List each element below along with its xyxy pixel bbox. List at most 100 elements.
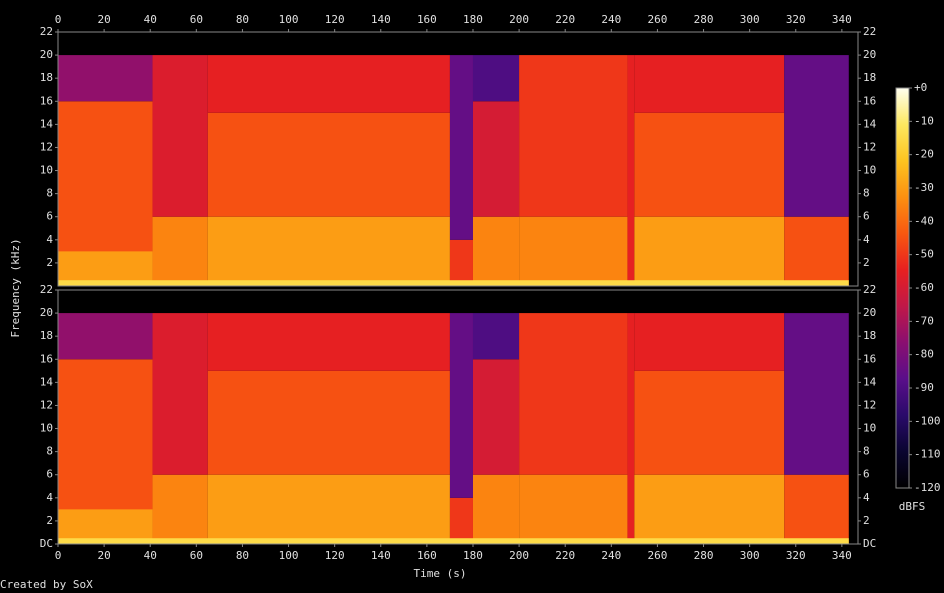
y-tick-label-right: 16 (863, 94, 876, 107)
y-tick-label: 14 (40, 117, 54, 130)
x-tick-label: 0 (55, 549, 62, 562)
y-tick-label-right: 2 (863, 514, 870, 527)
x-tick-label-top: 300 (740, 13, 760, 26)
spectrogram-cell (472, 55, 520, 102)
spectrogram-cell (449, 497, 473, 544)
spectrogram-cell (472, 359, 520, 475)
colorbar-tick-label: -120 (914, 481, 941, 494)
colorbar-tick-label: -30 (914, 181, 934, 194)
x-tick-label: 340 (832, 549, 852, 562)
y-tick-label-right: 22 (863, 25, 876, 38)
spectrogram-cell (449, 55, 473, 240)
y-tick-label: 20 (40, 306, 53, 319)
x-tick-label: 260 (647, 549, 667, 562)
y-tick-label: 4 (46, 491, 53, 504)
spectrogram-cell (472, 313, 520, 360)
spectrogram-cell (152, 55, 208, 217)
colorbar-tick-label: -20 (914, 148, 934, 161)
y-tick-label: 12 (40, 140, 53, 153)
colorbar-tick-label: -100 (914, 414, 941, 427)
x-tick-label: 120 (325, 549, 345, 562)
spectrogram-cell (207, 370, 450, 475)
x-tick-label: 160 (417, 549, 437, 562)
y-tick-label-right: 18 (863, 71, 876, 84)
spectrogram-cell (519, 474, 628, 544)
y-tick-label: 14 (40, 375, 54, 388)
colorbar-tick-label: -110 (914, 448, 941, 461)
credit: Created by SoX (0, 578, 93, 591)
x-tick-label-top: 340 (832, 13, 852, 26)
spectrogram-cell (58, 280, 849, 286)
y-tick-label-right: 18 (863, 329, 876, 342)
x-tick-label: 280 (694, 549, 714, 562)
colorbar-tick-label: -40 (914, 214, 934, 227)
y-tick-label-right: 14 (863, 117, 877, 130)
y-tick-label: 20 (40, 48, 53, 61)
y-tick-label-right: 4 (863, 491, 870, 504)
y-tick-label-right: 6 (863, 210, 870, 223)
spectrogram-cell (634, 55, 785, 113)
x-tick-label-top: 200 (509, 13, 529, 26)
y-tick-label: 4 (46, 233, 53, 246)
panel-frame (57, 31, 859, 287)
spectrogram-cell (58, 538, 849, 544)
y-tick-label: 2 (46, 514, 53, 527)
x-tick-label-top: 100 (279, 13, 299, 26)
y-tick-label: 10 (40, 164, 53, 177)
x-tick-label: 180 (463, 549, 483, 562)
x-tick-label-top: 220 (555, 13, 575, 26)
x-tick-label: 40 (144, 549, 157, 562)
spectrogram-cell (627, 55, 635, 286)
spectrogram-cell (152, 313, 208, 475)
x-tick-label: 140 (371, 549, 391, 562)
y-tick-label: 6 (46, 210, 53, 223)
colorbar-tick-label: -80 (914, 348, 934, 361)
y-tick-label: 6 (46, 468, 53, 481)
y-tick-label: 16 (40, 94, 53, 107)
colorbar-tick-label: +0 (914, 81, 927, 94)
spectrogram-cell (58, 313, 153, 360)
x-tick-label-top: 160 (417, 13, 437, 26)
y-tick-label-right: 2 (863, 256, 870, 269)
spectrogram-cell (207, 313, 450, 371)
y-tick-label: 10 (40, 422, 53, 435)
y-tick-label: DC (40, 537, 53, 550)
x-tick-label: 220 (555, 549, 575, 562)
x-tick-label-top: 320 (786, 13, 806, 26)
x-tick-label-top: 140 (371, 13, 391, 26)
colorbar-tick-label: -60 (914, 281, 934, 294)
y-tick-label: 8 (46, 187, 53, 200)
spectrogram-cell (207, 474, 450, 544)
spectrogram-cell (152, 474, 208, 544)
spectrogram-cell (472, 216, 520, 286)
spectrogram-cell (627, 313, 635, 544)
spectrogram-cell (449, 239, 473, 286)
y-tick-label-right: 10 (863, 422, 876, 435)
x-tick-label-top: 120 (325, 13, 345, 26)
spectrogram-cell (472, 474, 520, 544)
spectrogram-cell (449, 313, 473, 498)
x-tick-label: 60 (190, 549, 203, 562)
x-tick-label-top: 0 (55, 13, 62, 26)
x-tick-label-top: 260 (647, 13, 667, 26)
y-tick-label: 16 (40, 352, 53, 365)
spectrogram-cell (207, 216, 450, 286)
spectrogram-cell (784, 216, 849, 286)
x-tick-label-top: 80 (236, 13, 249, 26)
spectrogram-cell (784, 55, 849, 217)
colorbar-tick-label: -10 (914, 114, 934, 127)
spectrogram-cell (519, 313, 628, 475)
x-tick-label-top: 60 (190, 13, 203, 26)
colorbar-label: dBFS (899, 500, 926, 513)
colorbar-tick-label: -50 (914, 248, 934, 261)
spectrogram-cell (784, 474, 849, 544)
y-tick-label-right: 10 (863, 164, 876, 177)
spectrogram-cell (634, 313, 785, 371)
y-tick-label-right: 22 (863, 283, 876, 296)
y-tick-label-right: 6 (863, 468, 870, 481)
x-tick-label-top: 20 (97, 13, 110, 26)
y-tick-label-right: 20 (863, 48, 876, 61)
spectrogram-cell (634, 474, 785, 544)
x-tick-label: 320 (786, 549, 806, 562)
